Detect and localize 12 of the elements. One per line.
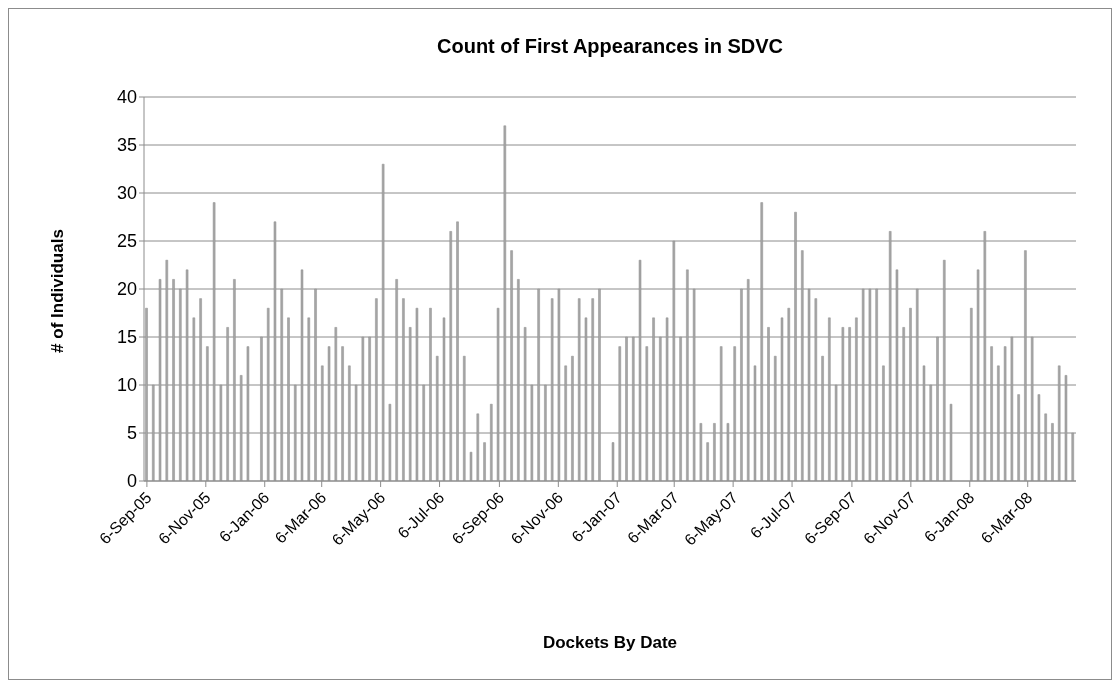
y-tick-label: 0 xyxy=(126,471,137,492)
y-tick-label: 5 xyxy=(126,423,137,444)
y-tick-label: 15 xyxy=(116,327,137,348)
x-axis-title: Dockets By Date xyxy=(541,633,679,653)
y-tick-label: 25 xyxy=(116,231,137,252)
chart-title: Count of First Appearances in SDVC xyxy=(436,35,784,58)
y-tick-label: 20 xyxy=(116,279,137,300)
y-tick-label: 35 xyxy=(116,135,137,156)
y-tick-label: 30 xyxy=(116,183,137,204)
y-axis-title: # of Individuals xyxy=(48,229,68,353)
y-tick-label: 40 xyxy=(116,87,137,108)
y-tick-label: 10 xyxy=(116,375,137,396)
